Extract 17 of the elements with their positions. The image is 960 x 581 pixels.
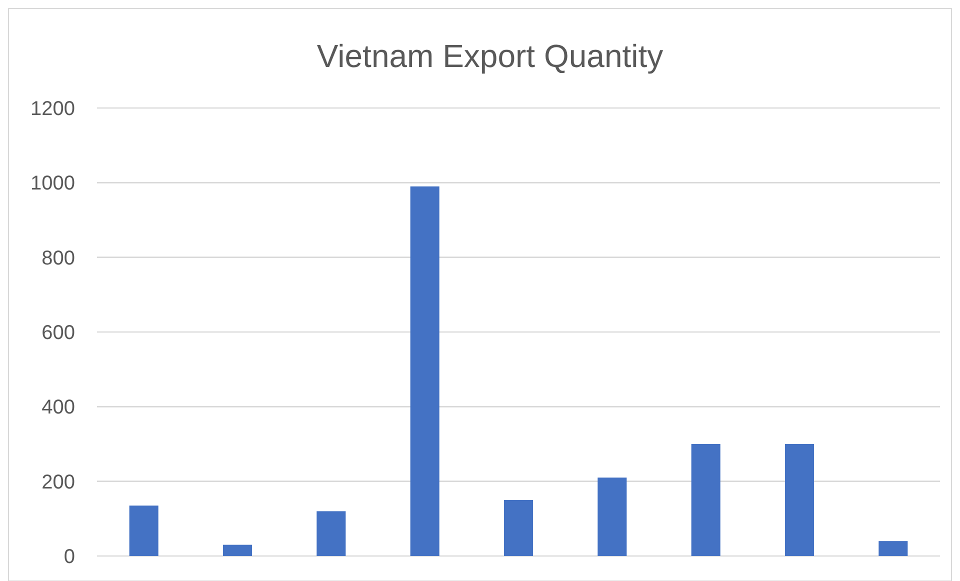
y-tick-label: 600 (42, 322, 75, 344)
bar (316, 511, 346, 556)
bar (410, 186, 440, 556)
bar (504, 500, 534, 556)
y-tick-label: 1200 (30, 98, 75, 120)
chart-title: Vietnam Export Quantity (316, 38, 664, 74)
y-tick-label: 400 (42, 396, 75, 419)
bar (129, 506, 158, 556)
bar (222, 544, 252, 556)
bar (691, 444, 720, 556)
y-tick-label: 800 (42, 247, 75, 270)
y-tick-label: 200 (42, 471, 75, 494)
y-tick-label: 1000 (30, 172, 75, 195)
bar (784, 444, 814, 556)
bar (598, 478, 627, 556)
bar (878, 541, 908, 556)
y-tick-label: 0 (64, 546, 75, 568)
